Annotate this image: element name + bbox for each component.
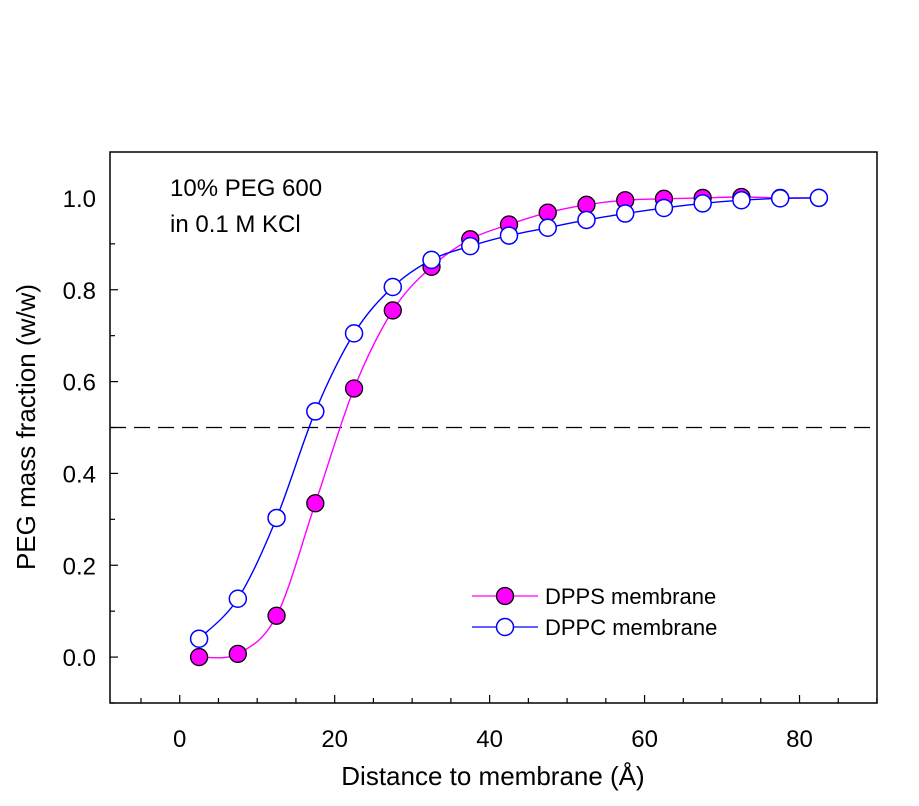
x-tick-label: 0 [173, 726, 186, 753]
y-tick-label: 0.8 [63, 278, 96, 305]
x-tick-label: 20 [321, 726, 348, 753]
data-point-dppc [693, 194, 712, 213]
data-point-dppc [615, 204, 635, 223]
annotation-line-1: 10% PEG 600 [170, 175, 322, 202]
data-point-dppc [461, 236, 480, 256]
y-tick-label: 0.0 [63, 645, 96, 672]
data-point-dppc [499, 226, 519, 245]
data-point-dppc [189, 629, 209, 648]
data-point-dppc [732, 190, 751, 210]
y-tick-label: 1.0 [63, 186, 96, 213]
data-point-dpps [189, 647, 209, 667]
legend-marker-dpps [495, 586, 515, 606]
data-point-dppc [538, 218, 557, 238]
data-point-dppc [344, 324, 364, 343]
x-tick-label: 40 [476, 726, 503, 753]
series-line-dppc [198, 197, 819, 640]
data-point-dppc [267, 508, 286, 528]
data-point-dppc [422, 250, 441, 270]
data-point-dppc [654, 198, 674, 218]
legend-label-dppc: DPPC membrane [545, 615, 717, 640]
data-point-dppc [306, 402, 325, 421]
data-point-dpps [228, 644, 247, 664]
annotation-line-2: in 0.1 M KCl [170, 211, 301, 238]
y-tick-label: 0.4 [63, 461, 96, 488]
x-tick-label: 80 [786, 726, 813, 753]
legend: DPPS membrane DPPC membrane [472, 584, 717, 640]
data-point-dppc [577, 210, 596, 230]
axes: 0 20 40 60 80 0.0 0.2 0.4 0.6 0.8 1.0 [63, 186, 878, 753]
legend-marker-dppc [495, 617, 515, 637]
y-axis-title: PEG mass fraction (w/w) [11, 284, 41, 570]
data-point-dpps [306, 494, 325, 513]
data-point-dpps [344, 379, 364, 398]
data-point-dpps [383, 301, 402, 320]
x-tick-label: 60 [631, 726, 658, 753]
data-point-dpps [267, 606, 286, 625]
data-point-dppc [770, 189, 790, 208]
legend-label-dpps: DPPS membrane [545, 584, 716, 609]
data-point-dppc [383, 277, 403, 297]
series-layer [189, 187, 829, 667]
y-tick-label: 0.2 [63, 553, 96, 580]
x-axis-title: Distance to membrane (Å) [341, 761, 644, 791]
data-point-dppc [809, 188, 829, 208]
y-tick-label: 0.6 [63, 370, 96, 397]
data-point-dppc [228, 589, 248, 609]
